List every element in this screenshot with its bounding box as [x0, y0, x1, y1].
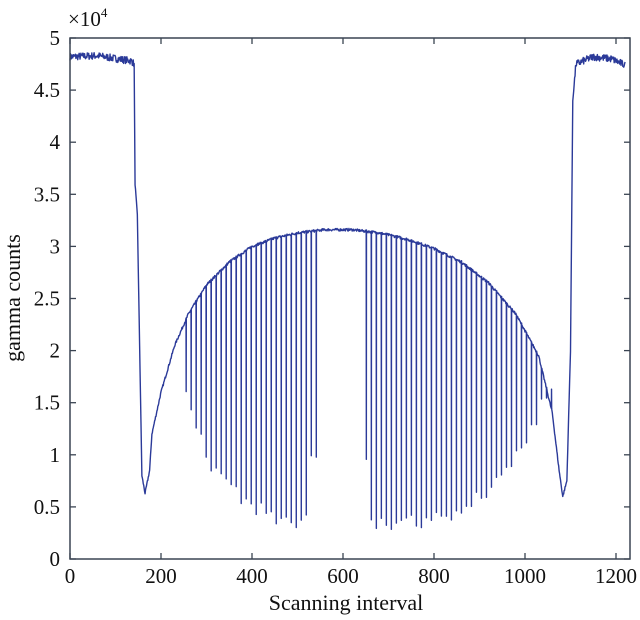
- x-tick-label: 200: [145, 564, 177, 588]
- data-series-gamma-counts: [69, 52, 626, 531]
- y-tick-label: 3.5: [34, 182, 60, 206]
- y-tick-label: 0.5: [34, 495, 60, 519]
- x-tick-label: 600: [327, 564, 359, 588]
- x-tick-label: 1200: [595, 564, 637, 588]
- y-tick-label: 5: [50, 26, 61, 50]
- x-tick-label: 400: [236, 564, 268, 588]
- y-tick-label: 4: [50, 130, 61, 154]
- plot-frame: [69, 37, 631, 560]
- x-axis-label: Scanning interval: [269, 590, 424, 615]
- x-axis: 0 200 400 600 800 1000 1200: [65, 38, 637, 588]
- y-tick-label: 2.5: [34, 287, 60, 311]
- x-tick-label: 800: [418, 564, 450, 588]
- x-tick-label: 1000: [504, 564, 546, 588]
- y-axis-label: gamma counts: [0, 234, 25, 362]
- y-tick-label: 2: [50, 339, 61, 363]
- y-multiplier-label: ×104: [68, 5, 108, 31]
- gamma-counts-line: [69, 52, 626, 531]
- y-tick-label: 1: [50, 443, 61, 467]
- y-tick-label: 0: [50, 547, 61, 571]
- y-tick-label: 1.5: [34, 391, 60, 415]
- y-tick-label: 3: [50, 234, 61, 258]
- y-tick-label: 4.5: [34, 78, 60, 102]
- x-tick-label: 0: [65, 564, 76, 588]
- y-axis: 0 0.5 1 1.5 2 2.5 3 3.5 4 4.5 5: [34, 26, 630, 571]
